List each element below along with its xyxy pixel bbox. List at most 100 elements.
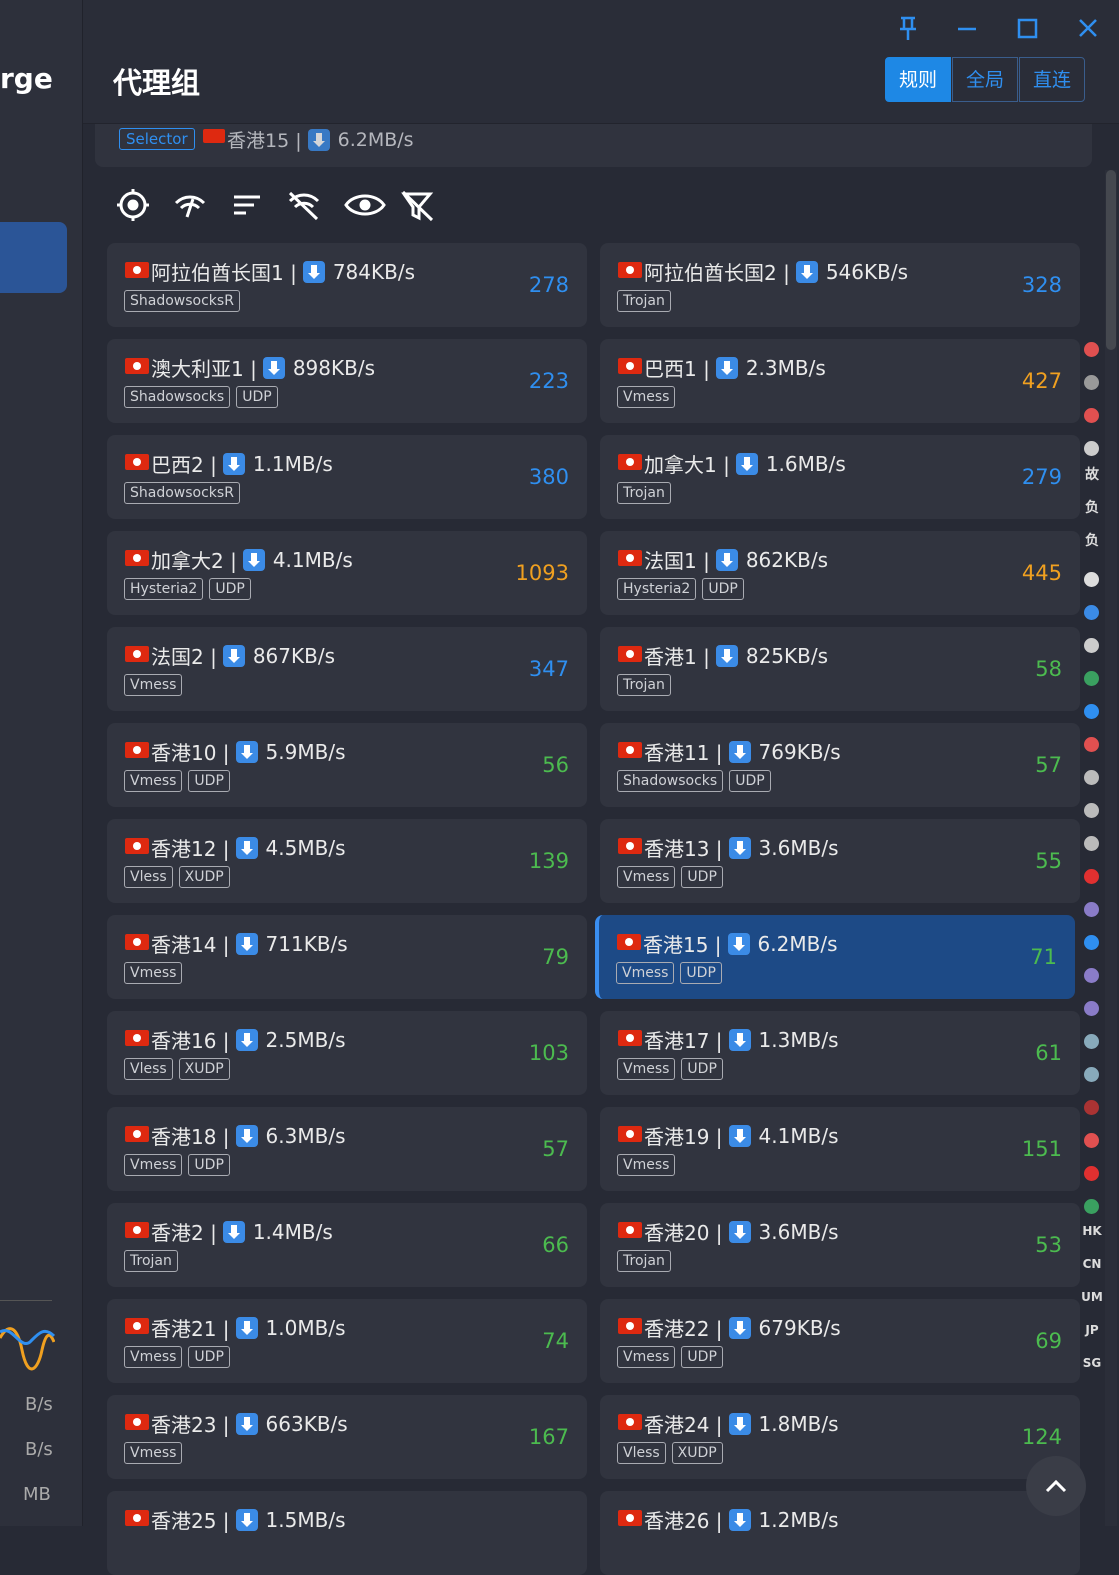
index-icon[interactable] bbox=[1084, 638, 1099, 653]
latency[interactable]: 427 bbox=[1021, 369, 1062, 393]
latency[interactable]: 57 bbox=[542, 1137, 569, 1161]
proxy-card[interactable]: 香港24 | 1.8MB/s Vless XUDP 124 bbox=[600, 1395, 1080, 1479]
index-label[interactable]: 负 bbox=[1085, 533, 1099, 549]
proxy-card[interactable]: 加拿大1 | 1.6MB/s Trojan 279 bbox=[600, 435, 1080, 519]
mode-button[interactable]: 全局 bbox=[952, 57, 1018, 102]
proxy-card[interactable]: 法国2 | 867KB/s Vmess 347 bbox=[107, 627, 587, 711]
scroll-top-button[interactable] bbox=[1026, 1456, 1086, 1516]
mode-button[interactable]: 直连 bbox=[1019, 57, 1085, 102]
index-icon[interactable] bbox=[1084, 935, 1099, 950]
index-label[interactable]: 故 bbox=[1085, 467, 1099, 483]
latency[interactable]: 328 bbox=[1021, 273, 1062, 297]
proxy-card[interactable]: 巴西2 | 1.1MB/s ShadowsocksR 380 bbox=[107, 435, 587, 519]
proxy-card[interactable]: 香港25 | 1.5MB/s bbox=[107, 1491, 587, 1575]
index-icon[interactable] bbox=[1084, 803, 1099, 818]
proxy-card[interactable]: 香港22 | 679KB/s Vmess UDP 69 bbox=[600, 1299, 1080, 1383]
latency[interactable]: 66 bbox=[542, 1233, 569, 1257]
proxy-card[interactable]: 香港16 | 2.5MB/s Vless XUDP 103 bbox=[107, 1011, 587, 1095]
index-icon[interactable] bbox=[1084, 375, 1099, 390]
proxy-card[interactable]: 香港2 | 1.4MB/s Trojan 66 bbox=[107, 1203, 587, 1287]
index-icon[interactable] bbox=[1084, 572, 1099, 587]
latency[interactable]: 139 bbox=[528, 849, 569, 873]
latency[interactable]: 53 bbox=[1035, 1233, 1062, 1257]
index-icon[interactable] bbox=[1084, 1067, 1099, 1082]
latency[interactable]: 69 bbox=[1035, 1329, 1062, 1353]
proxy-card[interactable]: 加拿大2 | 4.1MB/s Hysteria2 UDP 1093 bbox=[107, 531, 587, 615]
maximize-button[interactable] bbox=[1017, 18, 1038, 39]
index-icon[interactable] bbox=[1084, 1034, 1099, 1049]
proxy-card[interactable]: 巴西1 | 2.3MB/s Vmess 427 bbox=[600, 339, 1080, 423]
proxy-card[interactable]: 阿拉伯酋长国1 | 784KB/s ShadowsocksR 278 bbox=[107, 243, 587, 327]
proxy-card[interactable]: 香港1 | 825KB/s Trojan 58 bbox=[600, 627, 1080, 711]
index-icon[interactable] bbox=[1084, 1100, 1099, 1115]
close-button[interactable] bbox=[1079, 19, 1097, 37]
pin-button[interactable] bbox=[900, 16, 916, 40]
proxy-card[interactable]: 香港14 | 711KB/s Vmess 79 bbox=[107, 915, 587, 999]
latency[interactable]: 167 bbox=[528, 1425, 569, 1449]
index-icon[interactable] bbox=[1084, 737, 1099, 752]
latency[interactable]: 380 bbox=[528, 465, 569, 489]
index-icon[interactable] bbox=[1084, 342, 1099, 357]
locate-button[interactable] bbox=[117, 189, 149, 221]
proxy-card[interactable]: 香港21 | 1.0MB/s Vmess UDP 74 bbox=[107, 1299, 587, 1383]
proxy-card[interactable]: 法国1 | 862KB/s Hysteria2 UDP 445 bbox=[600, 531, 1080, 615]
latency[interactable]: 278 bbox=[528, 273, 569, 297]
latency[interactable]: 151 bbox=[1021, 1137, 1062, 1161]
sort-button[interactable] bbox=[234, 195, 260, 215]
scrollbar-thumb[interactable] bbox=[1106, 170, 1116, 350]
index-icon[interactable] bbox=[1084, 968, 1099, 983]
proxy-card[interactable]: 香港23 | 663KB/s Vmess 167 bbox=[107, 1395, 587, 1479]
proxy-card[interactable]: 澳大利亚1 | 898KB/s Shadowsocks UDP 223 bbox=[107, 339, 587, 423]
proxy-card[interactable]: 香港10 | 5.9MB/s Vmess UDP 56 bbox=[107, 723, 587, 807]
index-icon[interactable] bbox=[1084, 1199, 1099, 1214]
index-icon[interactable] bbox=[1084, 671, 1099, 686]
active-nav-item[interactable] bbox=[0, 222, 67, 293]
latency[interactable]: 55 bbox=[1035, 849, 1062, 873]
latency[interactable]: 124 bbox=[1021, 1425, 1062, 1449]
latency[interactable]: 223 bbox=[528, 369, 569, 393]
latency[interactable]: 445 bbox=[1021, 561, 1062, 585]
index-icon[interactable] bbox=[1084, 408, 1099, 423]
proxy-card[interactable]: 香港18 | 6.3MB/s Vmess UDP 57 bbox=[107, 1107, 587, 1191]
index-icon[interactable] bbox=[1084, 770, 1099, 785]
index-label[interactable]: HK bbox=[1082, 1224, 1102, 1238]
index-icon[interactable] bbox=[1084, 902, 1099, 917]
proxy-card[interactable]: 香港17 | 1.3MB/s Vmess UDP 61 bbox=[600, 1011, 1080, 1095]
latency[interactable]: 103 bbox=[528, 1041, 569, 1065]
index-label[interactable]: 负 bbox=[1085, 500, 1099, 516]
latency[interactable]: 71 bbox=[1030, 945, 1057, 969]
index-label[interactable]: JP bbox=[1085, 1323, 1099, 1337]
index-icon[interactable] bbox=[1084, 704, 1099, 719]
latency[interactable]: 1093 bbox=[515, 561, 569, 585]
index-icon[interactable] bbox=[1084, 836, 1099, 851]
latency[interactable]: 347 bbox=[528, 657, 569, 681]
latency[interactable]: 79 bbox=[542, 945, 569, 969]
proxy-card[interactable]: 香港13 | 3.6MB/s Vmess UDP 55 bbox=[600, 819, 1080, 903]
index-icon[interactable] bbox=[1084, 1133, 1099, 1148]
proxy-card[interactable]: 香港26 | 1.2MB/s bbox=[600, 1491, 1080, 1575]
latency[interactable]: 57 bbox=[1035, 753, 1062, 777]
index-label[interactable]: CN bbox=[1082, 1257, 1102, 1271]
proxy-card[interactable]: 香港12 | 4.5MB/s Vless XUDP 139 bbox=[107, 819, 587, 903]
index-icon[interactable] bbox=[1084, 869, 1099, 884]
latency[interactable]: 56 bbox=[542, 753, 569, 777]
latency[interactable]: 61 bbox=[1035, 1041, 1062, 1065]
filter-delay-button[interactable] bbox=[288, 191, 320, 221]
index-label[interactable]: UM bbox=[1081, 1290, 1103, 1304]
latency[interactable]: 74 bbox=[542, 1329, 569, 1353]
filter-button[interactable] bbox=[401, 190, 434, 222]
visibility-button[interactable] bbox=[344, 194, 386, 216]
proxy-card[interactable]: 阿拉伯酋长国2 | 546KB/s Trojan 328 bbox=[600, 243, 1080, 327]
latency[interactable]: 58 bbox=[1035, 657, 1062, 681]
index-icon[interactable] bbox=[1084, 1166, 1099, 1181]
index-icon[interactable] bbox=[1084, 1001, 1099, 1016]
proxy-card[interactable]: 香港19 | 4.1MB/s Vmess 151 bbox=[600, 1107, 1080, 1191]
proxy-card[interactable]: 香港11 | 769KB/s Shadowsocks UDP 57 bbox=[600, 723, 1080, 807]
index-icon[interactable] bbox=[1084, 605, 1099, 620]
mode-button[interactable]: 规则 bbox=[885, 57, 951, 102]
index-label[interactable]: SG bbox=[1082, 1356, 1102, 1370]
proxy-card[interactable]: 香港15 | 6.2MB/s Vmess UDP 71 bbox=[595, 915, 1075, 999]
proxy-card[interactable]: 香港20 | 3.6MB/s Trojan 53 bbox=[600, 1203, 1080, 1287]
latency[interactable]: 279 bbox=[1021, 465, 1062, 489]
index-icon[interactable] bbox=[1084, 441, 1099, 456]
